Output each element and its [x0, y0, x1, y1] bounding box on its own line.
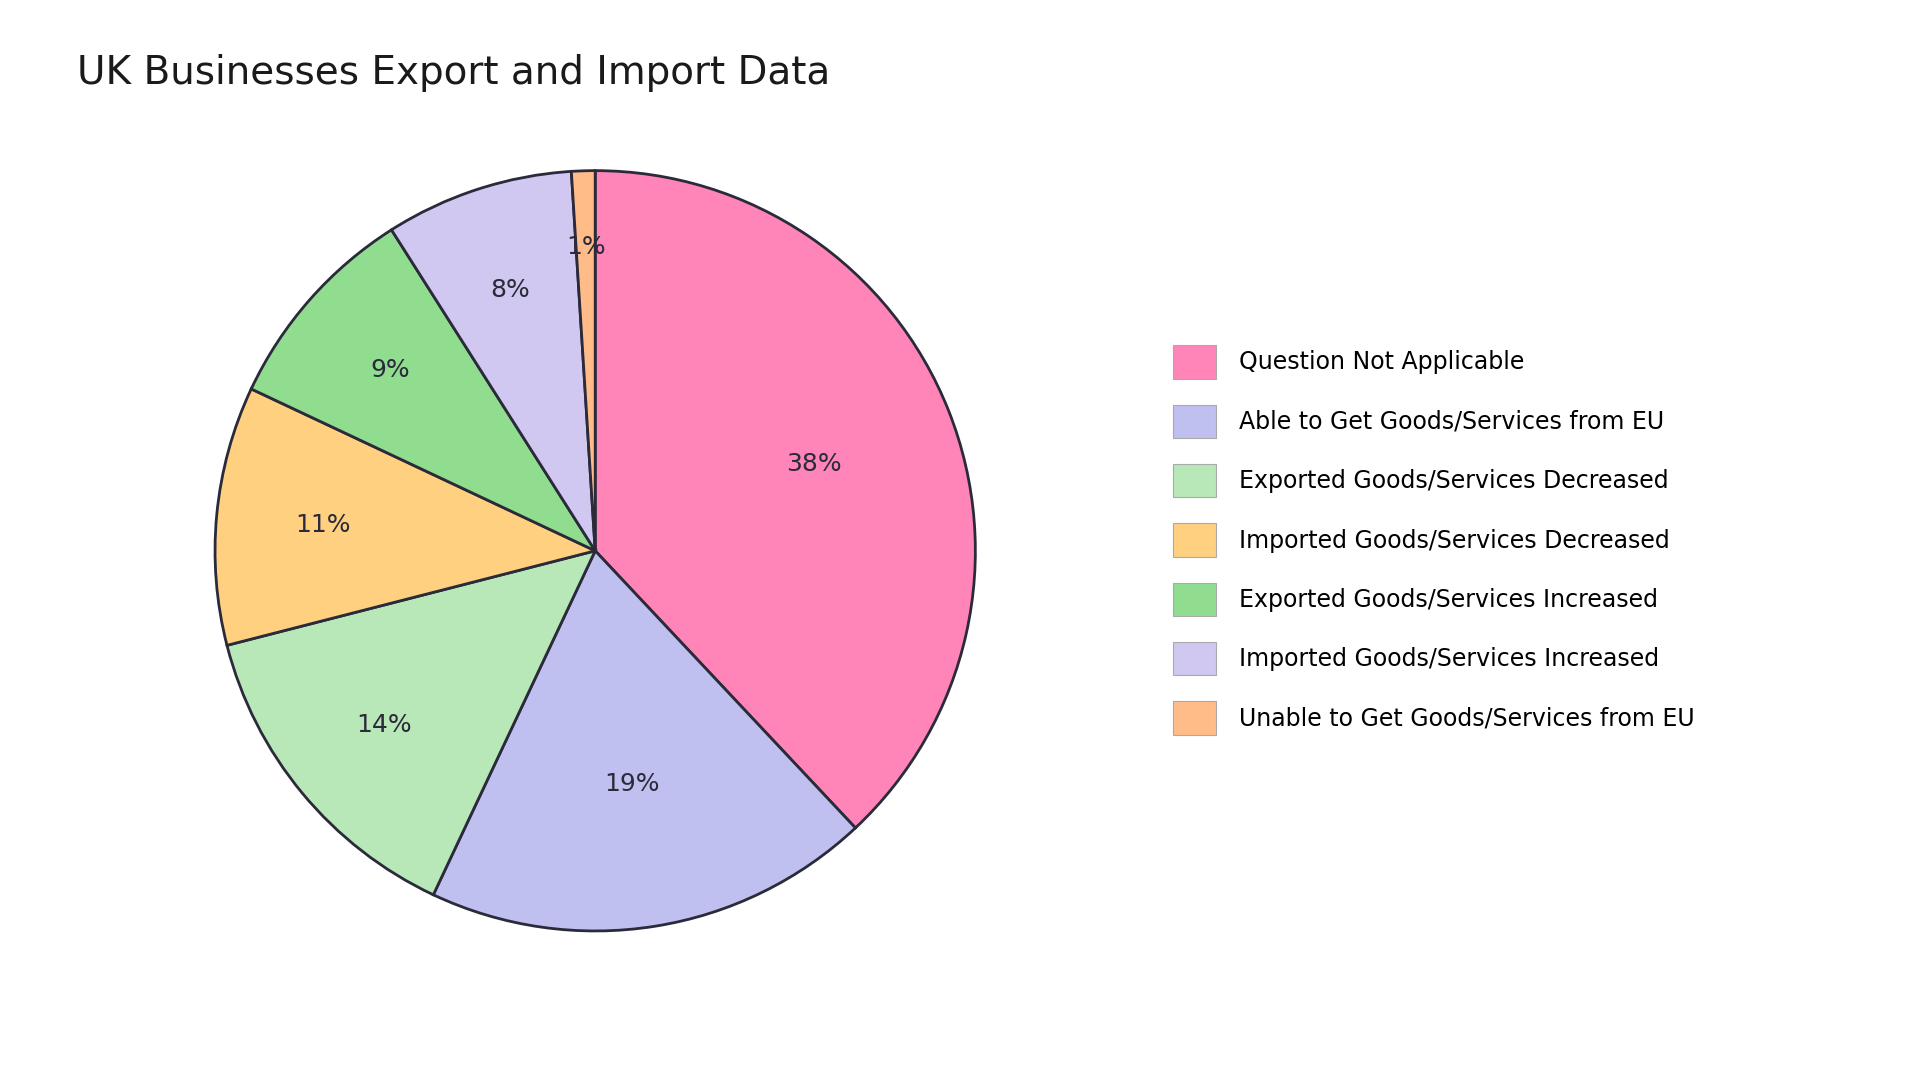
Text: 19%: 19%	[605, 771, 660, 796]
Wedge shape	[215, 389, 595, 646]
Text: 8%: 8%	[492, 279, 530, 302]
Text: 14%: 14%	[357, 713, 413, 738]
Wedge shape	[434, 551, 856, 931]
Wedge shape	[392, 172, 595, 551]
Text: 9%: 9%	[371, 357, 409, 382]
Text: UK Businesses Export and Import Data: UK Businesses Export and Import Data	[77, 54, 829, 92]
Wedge shape	[252, 230, 595, 551]
Text: 11%: 11%	[296, 513, 351, 537]
Wedge shape	[572, 171, 595, 551]
Legend: Question Not Applicable, Able to Get Goods/Services from EU, Exported Goods/Serv: Question Not Applicable, Able to Get Goo…	[1164, 336, 1705, 744]
Wedge shape	[595, 171, 975, 828]
Wedge shape	[227, 551, 595, 894]
Text: 38%: 38%	[787, 453, 843, 476]
Text: 1%: 1%	[566, 234, 605, 259]
